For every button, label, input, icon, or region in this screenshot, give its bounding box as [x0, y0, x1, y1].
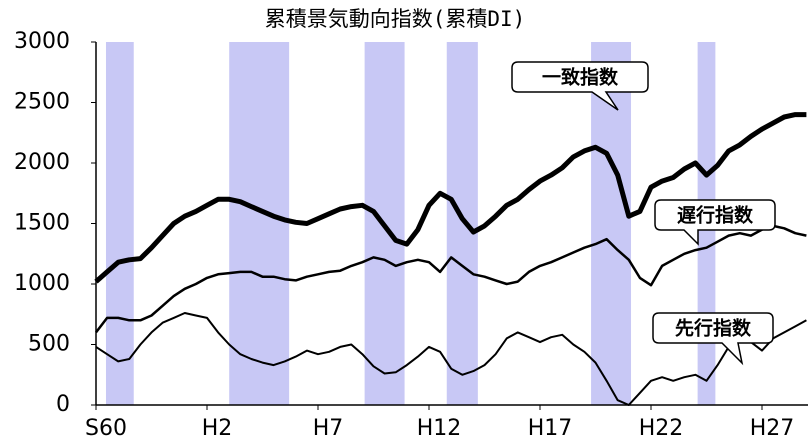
y-tick-label: 0: [56, 392, 70, 417]
x-tick-label: S60: [85, 416, 127, 441]
callout-box: [652, 312, 774, 366]
x-tick-label: H2: [202, 416, 233, 441]
y-tick-label: 1500: [14, 211, 70, 236]
y-tick-label: 3000: [14, 29, 70, 54]
series-line: [95, 224, 807, 334]
x-tick-label: H17: [528, 416, 573, 441]
series-line: [94, 112, 807, 284]
callout-box: [654, 199, 776, 246]
x-tick-label: H12: [417, 416, 462, 441]
callout-box: [511, 61, 649, 111]
x-tick-label: H7: [313, 416, 344, 441]
y-tick-label: 1000: [14, 271, 70, 296]
shaded-period: [591, 42, 632, 405]
series-line: [95, 312, 807, 406]
y-tick-label: 500: [28, 332, 70, 357]
x-tick-label: H27: [750, 416, 795, 441]
series-label: 一致指数: [542, 66, 619, 89]
y-tick-label: 2500: [14, 90, 70, 115]
x-tick-label: H22: [639, 416, 684, 441]
chart-title: 累積景気動向指数(累積DI): [265, 7, 526, 31]
shaded-period: [229, 42, 290, 405]
shaded-period: [105, 42, 134, 405]
series-label: 遅行指数: [677, 204, 754, 227]
y-tick-label: 2000: [14, 150, 70, 175]
shaded-period: [446, 42, 478, 405]
series-label: 先行指数: [675, 317, 752, 340]
